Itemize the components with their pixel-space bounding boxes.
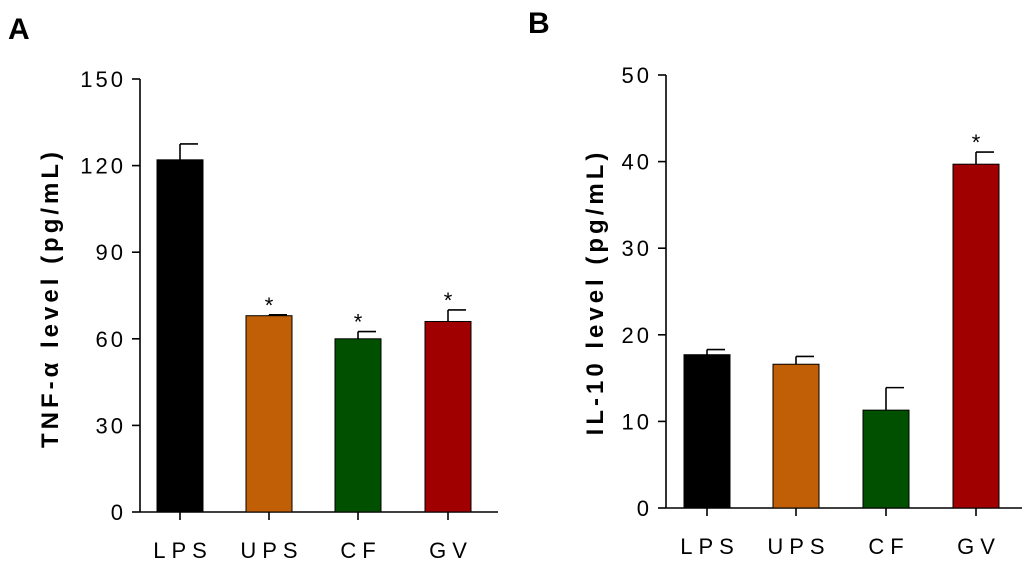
x-tick-label: CF xyxy=(868,534,909,559)
bar xyxy=(862,409,910,509)
panel-label-a: A xyxy=(8,13,30,46)
x-axis-labels-a: LPS UPS CF GV xyxy=(153,538,473,563)
y-tick-label: 90 xyxy=(96,240,126,265)
x-tick-label: LPS xyxy=(153,538,213,563)
y-tick-label: 150 xyxy=(80,67,126,92)
y-tick-label: 120 xyxy=(80,154,126,179)
bar xyxy=(334,338,382,513)
significance-marker: * xyxy=(354,310,363,335)
chart-panel-b: B IL-10 level (pg/mL) 0 10 20 30 40 50 * LPS U… xyxy=(528,7,1022,559)
y-axis-a: 0 30 60 90 120 150 xyxy=(80,67,498,525)
bar xyxy=(683,354,731,509)
x-tick-label: GV xyxy=(429,538,473,563)
bar xyxy=(772,363,820,509)
bar xyxy=(424,320,472,513)
y-tick-label: 20 xyxy=(622,323,652,348)
chart-panel-a: A TNF-α level (pg/mL) 0 30 60 90 120 150 * ** … xyxy=(8,13,498,563)
y-tick-label: 0 xyxy=(111,500,126,525)
x-tick-label: LPS xyxy=(680,534,740,559)
bar xyxy=(156,159,204,513)
y-tick-label: 60 xyxy=(96,327,126,352)
bars-a: * * * xyxy=(156,143,472,513)
y-tick-label: 50 xyxy=(622,63,652,88)
panel-label-b: B xyxy=(528,7,550,40)
y-tick-label: 30 xyxy=(622,236,652,261)
y-axis-title-a: TNF-α level (pg/mL) xyxy=(37,148,64,448)
y-tick-label: 0 xyxy=(637,496,652,521)
x-tick-label: UPS xyxy=(767,534,830,559)
bar xyxy=(245,315,293,513)
significance-marker: * xyxy=(972,130,981,155)
significance-marker: * xyxy=(444,288,453,313)
y-tick-label: 10 xyxy=(622,409,652,434)
y-axis-title-b: IL-10 level (pg/mL) xyxy=(582,149,609,436)
x-tick-label: UPS xyxy=(240,538,303,563)
y-tick-label: 30 xyxy=(96,413,126,438)
x-tick-label: GV xyxy=(957,534,1001,559)
x-axis-labels-b: LPS UPS CF GV xyxy=(680,534,1001,559)
significance-marker: * xyxy=(265,293,274,318)
x-tick-label: CF xyxy=(340,538,381,563)
y-tick-label: 40 xyxy=(622,150,652,175)
bar xyxy=(952,163,1000,509)
bars-b: * xyxy=(683,130,1000,509)
